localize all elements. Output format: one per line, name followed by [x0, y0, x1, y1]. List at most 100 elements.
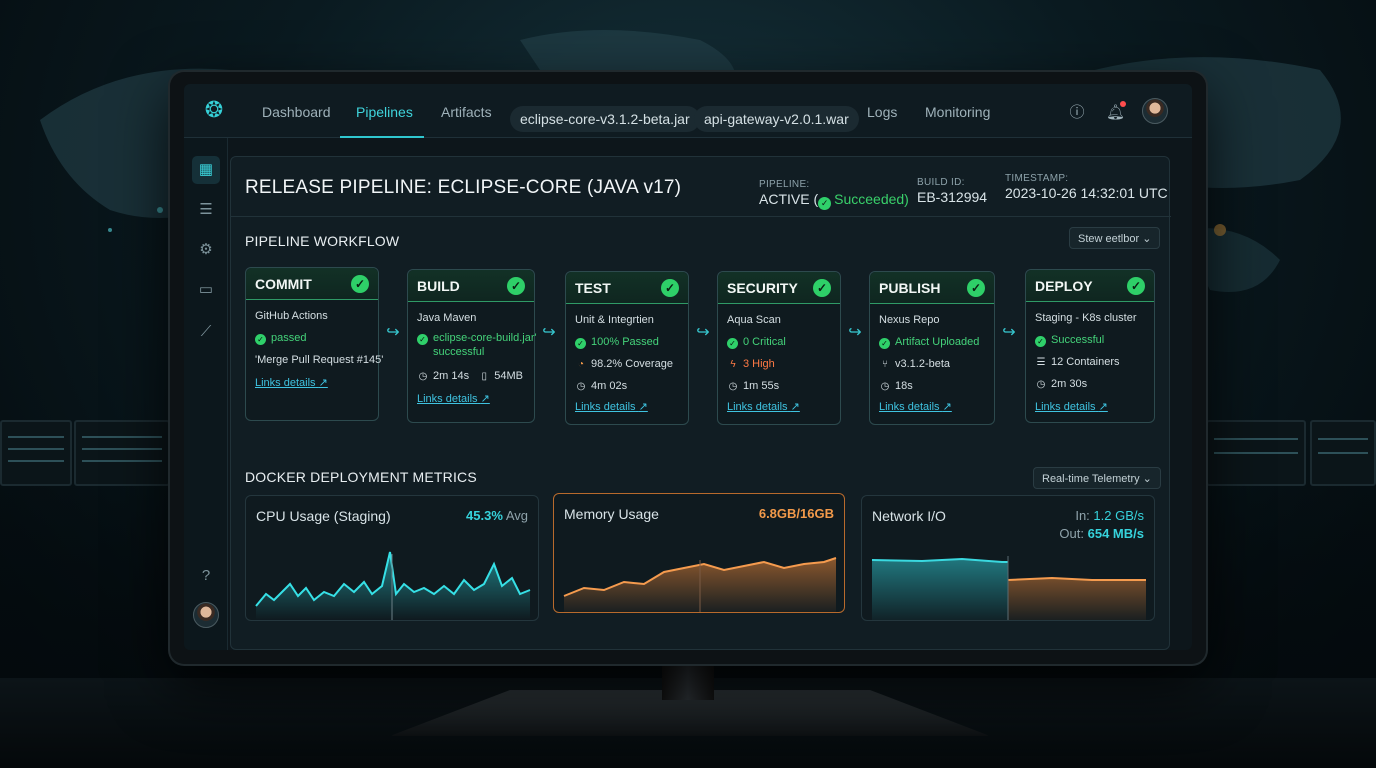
- security-warning-text: 3 High: [743, 358, 775, 370]
- artifact-version: ⑂ v3.1.2-beta: [879, 358, 950, 370]
- grid-icon[interactable]: ▦: [192, 156, 220, 184]
- timestamp-label: TIMESTAMP:: [1005, 173, 1069, 184]
- network-io-card[interactable]: Network I/O In: 1.2 GB/s Out: 654 MB/s: [861, 495, 1155, 621]
- stage-tool: Java Maven: [417, 312, 477, 324]
- workflow-section-title: PIPELINE WORKFLOW: [245, 233, 400, 249]
- sidebar: ▦ ☰ ⚙ ▭ ⟋ ?: [184, 138, 228, 650]
- tab-monitoring[interactable]: Monitoring: [925, 104, 991, 120]
- stage-header: SECURITY ✓: [718, 272, 840, 304]
- telemetry-dropdown[interactable]: Real-time Telemetry ⌄: [1033, 467, 1161, 489]
- network-in-value: 1.2 GB/s: [1093, 508, 1144, 523]
- active-tab-indicator: [340, 136, 424, 138]
- link-label: Links details: [255, 377, 316, 389]
- metric-title: Network I/O: [872, 508, 946, 524]
- pipeline-label: PIPELINE:: [759, 179, 810, 190]
- tab-pipelines[interactable]: Pipelines: [356, 104, 413, 120]
- stage-status: ✓ Successful: [1035, 334, 1104, 347]
- memory-sparkline: [563, 557, 837, 612]
- stage-status: ✓ 100% Passed: [575, 336, 659, 349]
- security-warning: ϟ 3 High: [727, 358, 775, 370]
- tab-logs[interactable]: Logs: [867, 104, 898, 120]
- link-label: Links details: [417, 393, 478, 405]
- check-icon: ✓: [727, 338, 738, 349]
- stage-status-text: Artifact Uploaded: [895, 336, 980, 348]
- stage-details-link[interactable]: Links details ↗: [1035, 400, 1108, 413]
- network-out: Out: 654 MB/s: [1059, 526, 1144, 541]
- sidebar-user-avatar[interactable]: [193, 602, 219, 628]
- monitor-stand-neck: [662, 660, 714, 700]
- stage-status: ✓ passed: [255, 332, 306, 345]
- arrow-right-icon: ↪: [386, 324, 400, 341]
- clock-icon: ◷: [1036, 379, 1046, 390]
- check-icon: ✓: [879, 338, 890, 349]
- stage-title: PUBLISH: [879, 280, 941, 296]
- help-circle-icon[interactable]: ⓘ: [1069, 104, 1085, 121]
- stage-card-test[interactable]: TEST ✓ Unit & Integrtien ✓ 100% Passed ◔ 98…: [565, 271, 689, 425]
- stage-card-build[interactable]: BUILD ✓ Java Maven ✓ eclipse-core-build.ja…: [407, 269, 537, 423]
- stage-details-link[interactable]: Links details ↗: [575, 400, 648, 413]
- tab-dashboard[interactable]: Dashboard: [262, 104, 331, 120]
- help-icon[interactable]: ?: [201, 567, 211, 584]
- stage-tool: Unit & Integrtien: [575, 314, 654, 326]
- check-icon: ✓: [507, 277, 525, 295]
- file-chip-api-gateway[interactable]: api-gateway-v2.0.1.war: [694, 106, 859, 132]
- network-out-label: Out:: [1059, 526, 1084, 541]
- gear-icon[interactable]: ⚙: [199, 241, 213, 258]
- network-chart: [871, 556, 1146, 620]
- chevron-down-icon: ⌄: [1142, 473, 1152, 485]
- link-label: Links details: [727, 401, 788, 413]
- test-coverage-value: 98.2% Coverage: [591, 358, 673, 370]
- bell-icon[interactable]: 🔔︎: [1106, 104, 1126, 121]
- file-chip-eclipse-core[interactable]: eclipse-core-v3.1.2-beta.jar: [510, 106, 700, 132]
- stage-details-link[interactable]: Links details ↗: [417, 392, 490, 405]
- stage-details-link[interactable]: Links details ↗: [879, 400, 952, 413]
- stage-details-link[interactable]: Links details ↗: [727, 400, 800, 413]
- external-link-icon: ↗: [318, 377, 328, 389]
- clock-icon: ◷: [576, 381, 586, 392]
- calendar-icon[interactable]: ▭: [198, 281, 214, 298]
- app-screen: ❂ Dashboard Pipelines Artifacts eclipse-…: [184, 84, 1192, 650]
- cpu-usage-card[interactable]: CPU Usage (Staging) 45.3% Avg: [245, 495, 539, 621]
- stage-duration-value: 2m 30s: [1051, 378, 1088, 390]
- background-monitor: [0, 420, 72, 486]
- check-icon: ✓: [417, 334, 428, 345]
- top-navigation: ❂ Dashboard Pipelines Artifacts eclipse-…: [184, 84, 1192, 138]
- progress-ring-icon: ◔: [577, 359, 585, 370]
- container-count: ☰ 12 Containers: [1035, 356, 1120, 368]
- telemetry-dropdown-label: Real-time Telemetry: [1042, 473, 1140, 485]
- stage-status: ✓ 0 Critical: [727, 336, 786, 349]
- user-avatar[interactable]: [1142, 98, 1168, 124]
- cpu-suffix: Avg: [505, 508, 528, 523]
- stage-header: TEST ✓: [566, 272, 688, 304]
- link-label: Links details: [1035, 401, 1096, 413]
- check-icon: ✓: [1035, 336, 1046, 347]
- metrics-section-title: DOCKER DEPLOYMENT METRICS: [245, 469, 477, 485]
- stage-details-link[interactable]: Links details ↗: [255, 376, 328, 389]
- pipeline-header: RELEASE PIPELINE: ECLIPSE-CORE (JAVA v17…: [231, 157, 1171, 217]
- chart-icon[interactable]: ⟋: [200, 323, 212, 340]
- main-panel: RELEASE PIPELINE: ECLIPSE-CORE (JAVA v17…: [230, 156, 1171, 650]
- stage-header: DEPLOY ✓: [1026, 270, 1154, 302]
- tab-artifacts[interactable]: Artifacts: [441, 104, 492, 120]
- background-monitor: [1310, 420, 1376, 486]
- app-logo-icon[interactable]: ❂: [204, 97, 224, 122]
- artifact-size: 54MB: [494, 370, 523, 382]
- memory-usage-card[interactable]: Memory Usage 6.8GB/16GB: [553, 493, 845, 613]
- stage-status: ✓ Artifact Uploaded: [879, 336, 979, 349]
- arrow-right-icon: ↪: [696, 324, 710, 341]
- stage-card-commit[interactable]: COMMIT ✓ GitHub Actions ✓ passed 'Merge Pu…: [245, 267, 383, 421]
- stage-status: ✓ eclipse-core-build.jar': [417, 332, 537, 345]
- external-link-icon: ↗: [480, 393, 490, 405]
- link-label: Links details: [575, 401, 636, 413]
- stage-card-deploy[interactable]: DEPLOY ✓ Staging - K8s cluster ✓ Successfu…: [1025, 269, 1155, 423]
- artifact-version-value: v3.1.2-beta: [895, 358, 951, 370]
- stage-tool: Nexus Repo: [879, 314, 940, 326]
- file-icon: ▯: [481, 371, 487, 382]
- workflow-dropdown[interactable]: Stew eetlbor ⌄: [1069, 227, 1161, 249]
- external-link-icon: ↗: [1098, 401, 1108, 413]
- sliders-icon[interactable]: ☰: [199, 201, 213, 218]
- stage-title: COMMIT: [255, 276, 312, 292]
- clock-icon: ◷: [880, 381, 890, 392]
- stage-card-publish[interactable]: PUBLISH ✓ Nexus Repo ✓ Artifact Uploaded ⑂…: [869, 271, 995, 425]
